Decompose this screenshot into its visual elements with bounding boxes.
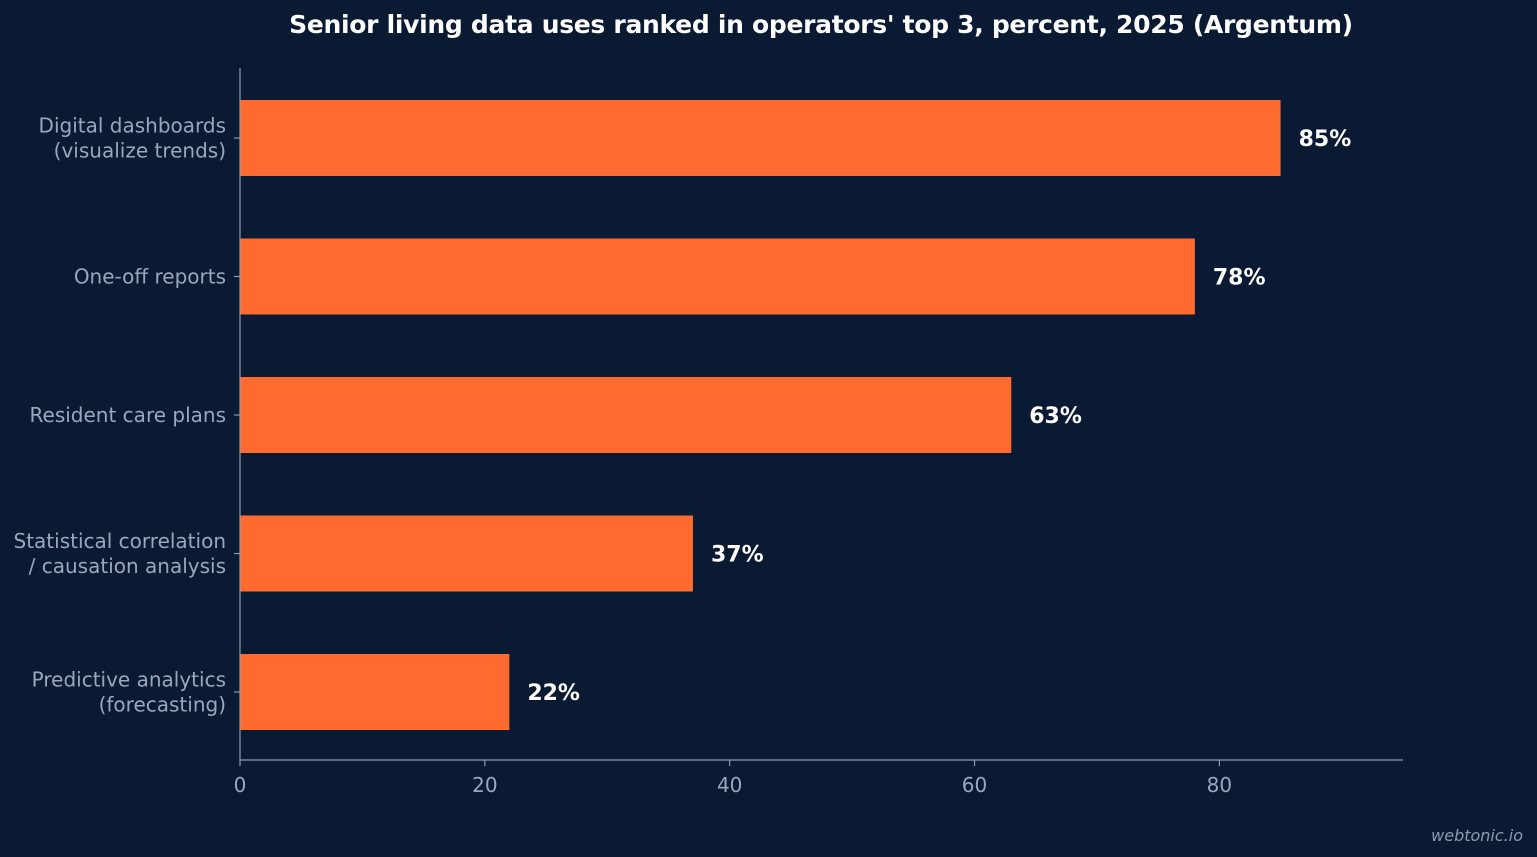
category-label: Resident care plans (30, 403, 226, 427)
bar (240, 238, 1195, 315)
x-tick-label: 0 (234, 773, 247, 797)
x-tick-label: 80 (1207, 773, 1232, 797)
value-label: 37% (711, 543, 764, 568)
bar (240, 377, 1012, 453)
value-label: 78% (1213, 266, 1266, 291)
chart-title: Senior living data uses ranked in operat… (289, 10, 1353, 39)
category-label: Digital dashboards (39, 114, 226, 138)
category-label: One-off reports (74, 265, 226, 289)
bar (240, 100, 1281, 176)
x-tick-label: 20 (472, 773, 497, 797)
category-label: / causation analysis (29, 554, 226, 578)
value-label: 63% (1029, 404, 1082, 429)
category-label: Predictive analytics (32, 668, 226, 692)
watermark: webtonic.io (1431, 826, 1523, 845)
bar (240, 654, 510, 730)
value-label: 22% (527, 681, 580, 706)
category-label: Statistical correlation (14, 529, 227, 553)
x-tick-label: 60 (962, 773, 987, 797)
bar (240, 515, 693, 592)
category-label: (forecasting) (99, 693, 226, 717)
value-label: 85% (1299, 127, 1352, 152)
category-label: (visualize trends) (54, 139, 226, 163)
x-tick-label: 40 (717, 773, 742, 797)
